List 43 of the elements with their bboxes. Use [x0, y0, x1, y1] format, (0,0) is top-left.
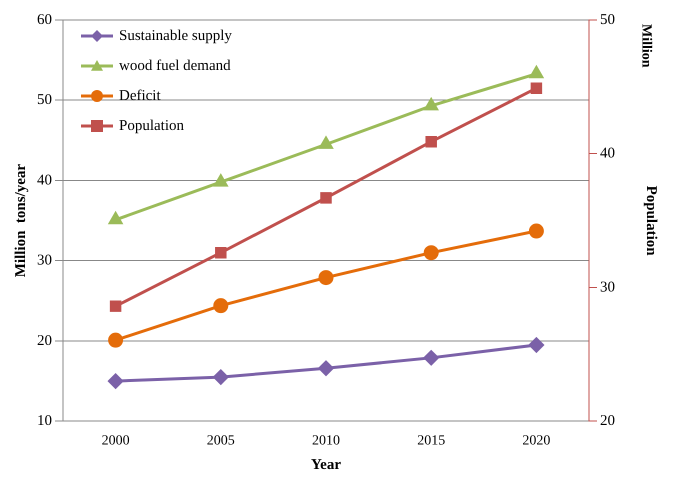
point [110, 300, 122, 312]
y2-tick-label: 30 [600, 279, 615, 296]
y2-tick-label: 40 [600, 146, 615, 162]
y-tick-label: 40 [37, 172, 52, 188]
y-tick-label: 60 [37, 12, 52, 28]
y-tick-label: 30 [37, 252, 52, 269]
point [214, 174, 228, 187]
y2-axis-title: Population [643, 186, 660, 256]
point [424, 350, 439, 366]
point [319, 136, 333, 149]
point [108, 332, 124, 348]
point [530, 66, 544, 78]
point [318, 270, 334, 286]
y-tick-label: 50 [37, 92, 52, 108]
point [424, 245, 439, 260]
point [213, 370, 228, 385]
point [215, 246, 227, 258]
point [528, 224, 544, 239]
x-tick-label: 2015 [417, 433, 446, 448]
point [424, 98, 438, 110]
y-tick-label: 10 [37, 413, 52, 430]
legend-label: wood fuel demand [119, 58, 232, 74]
point [213, 298, 228, 314]
legend-label: Deficit [119, 88, 162, 104]
legend-label: Population [119, 118, 184, 134]
text: Million [638, 24, 654, 68]
y2-tick-label: 20 [600, 413, 615, 430]
y-tick-label: 20 [37, 332, 52, 349]
point [530, 82, 542, 94]
point [320, 192, 332, 204]
point [318, 360, 334, 376]
x-axis-title: Year [311, 456, 342, 473]
point [108, 374, 124, 389]
point [108, 212, 122, 224]
legend-label: Sustainable supply [119, 28, 232, 44]
x-tick-label: 2005 [206, 433, 235, 448]
x-tick-label: 2020 [522, 433, 550, 448]
y2-tick-label: 50 [600, 12, 615, 28]
x-tick-label: 2000 [102, 433, 130, 448]
x-tick-label: 2010 [312, 433, 340, 448]
y-axis-title: Million tons/year [12, 164, 29, 278]
point [425, 136, 437, 148]
point [528, 337, 544, 352]
